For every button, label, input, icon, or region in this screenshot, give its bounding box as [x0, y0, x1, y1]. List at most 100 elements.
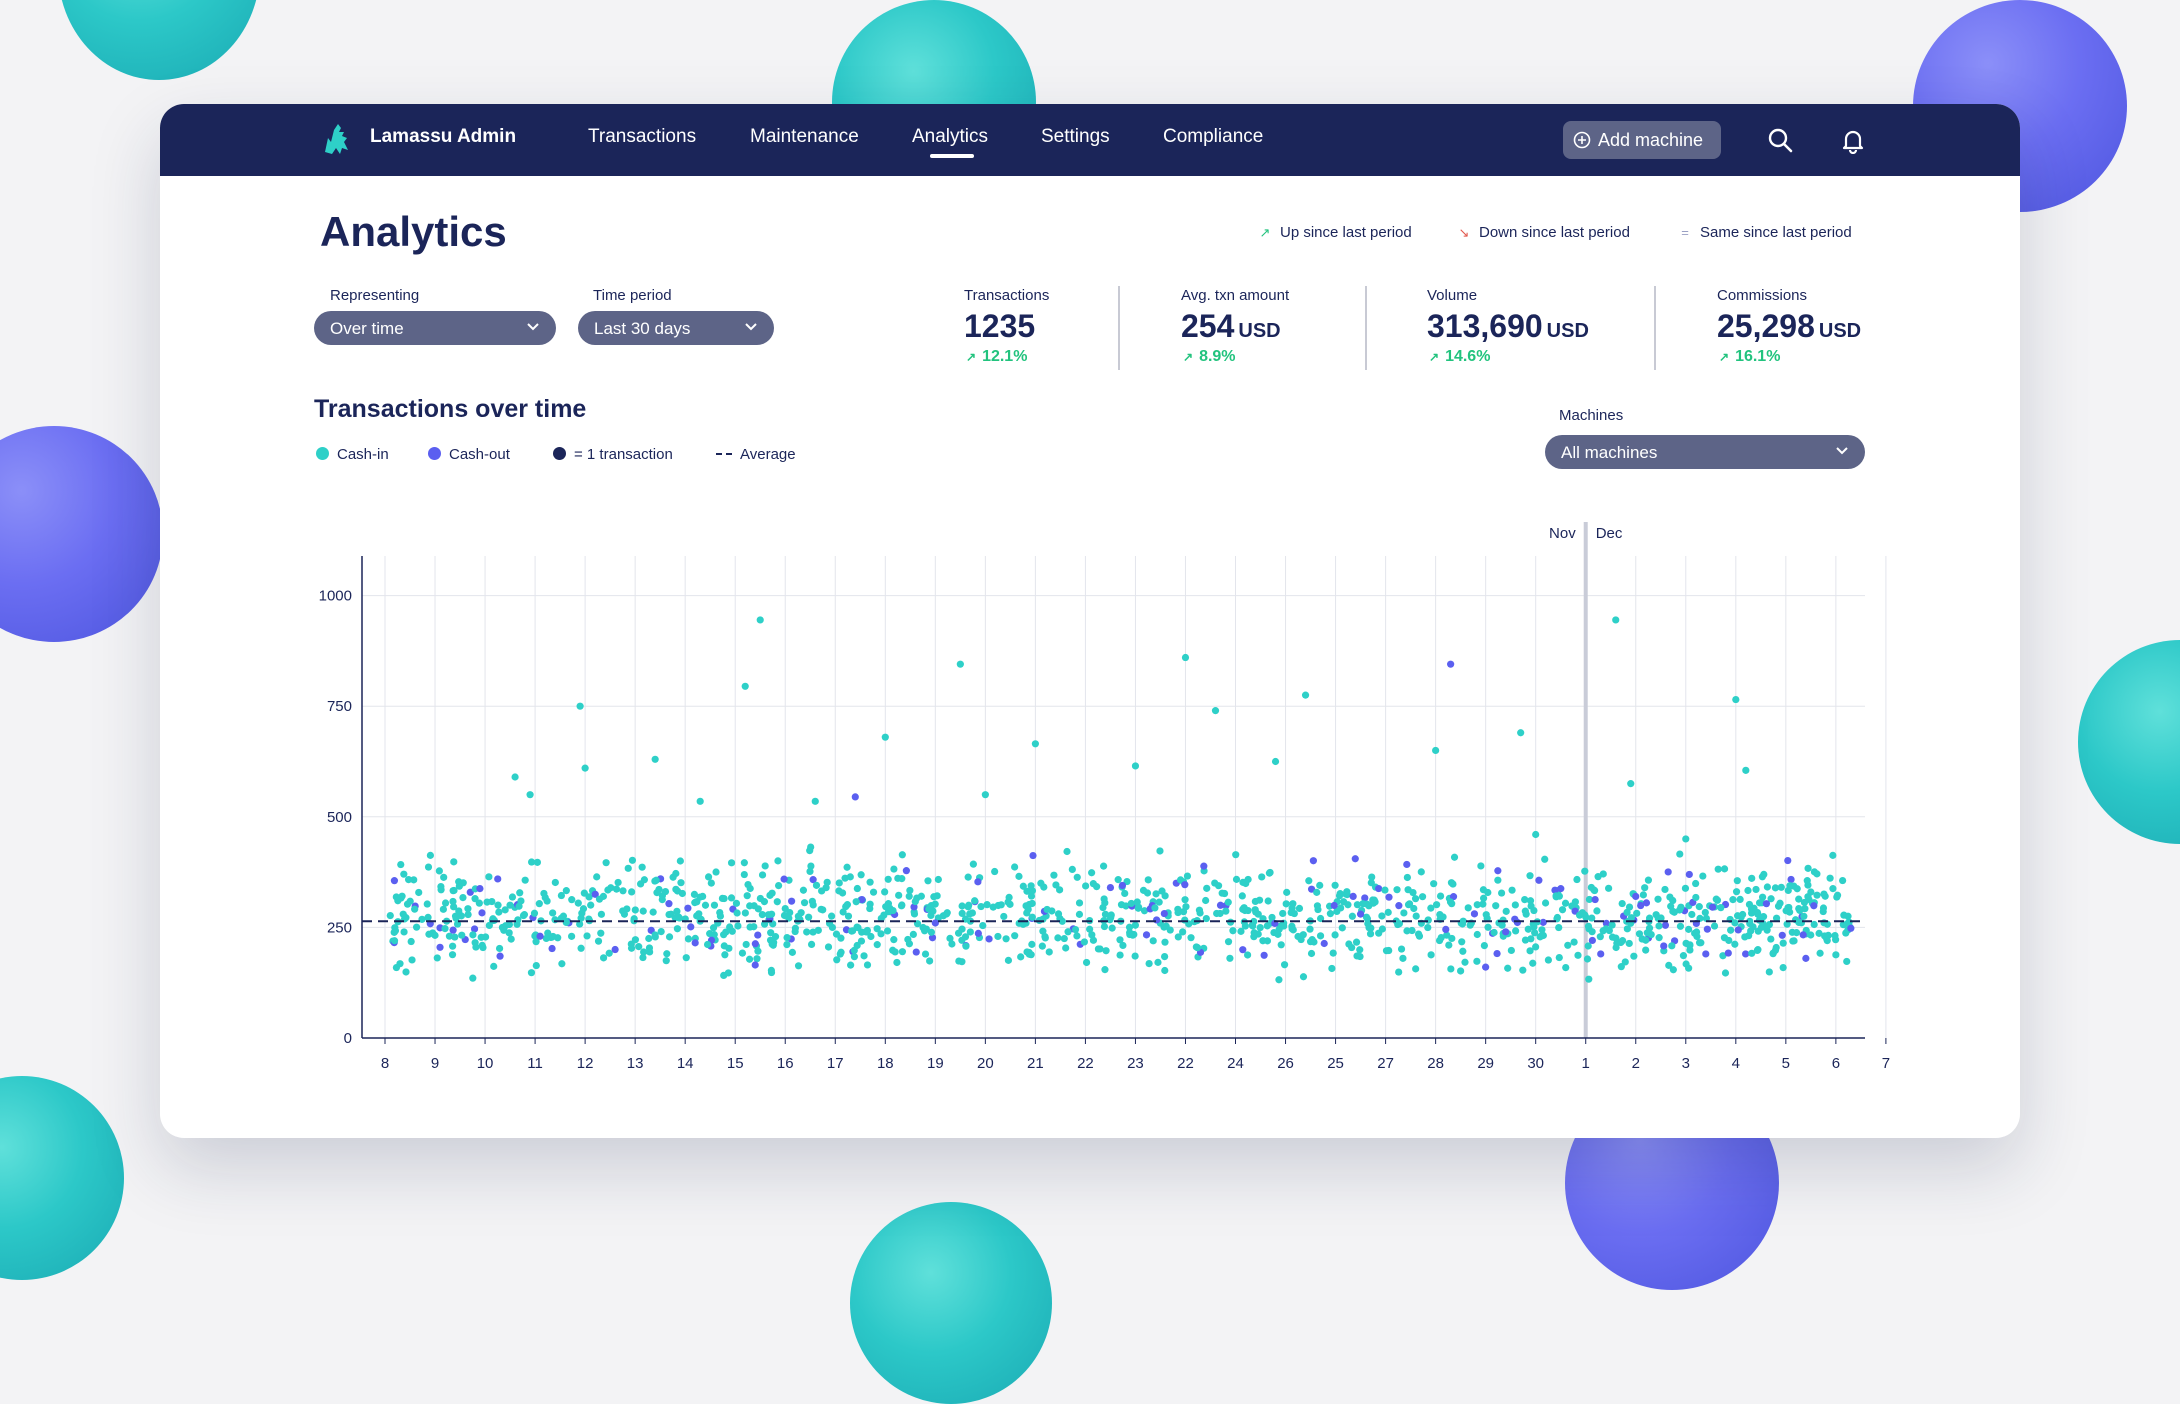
cash-in-point [410, 876, 418, 884]
cash-in-point [1290, 909, 1298, 918]
cash-in-point [1435, 936, 1444, 945]
time-period-select[interactable]: Last 30 days [578, 311, 774, 345]
cash-in-point [1039, 927, 1047, 935]
cash-out-point [1239, 946, 1247, 954]
cash-in-point [966, 928, 974, 936]
cash-in-point [943, 909, 951, 917]
cash-in-point [1695, 903, 1703, 911]
cash-in-point [1524, 925, 1532, 933]
cash-out-point [1118, 881, 1127, 890]
cash-in-point [1519, 966, 1527, 974]
decor-bubble [2078, 640, 2180, 844]
cash-out-point [754, 931, 762, 939]
cash-in-point [1538, 926, 1546, 934]
cash-out-point [1539, 918, 1547, 926]
cash-out-point [476, 884, 484, 893]
nav-item-transactions[interactable]: Transactions [588, 126, 697, 147]
cash-in-point [1792, 929, 1801, 937]
cash-in-point [753, 955, 761, 963]
cash-in-point [1116, 936, 1124, 944]
cash-in-point [1532, 943, 1540, 951]
cash-in-point [508, 893, 517, 901]
cash-in-point [1655, 922, 1663, 930]
cash-in-point [1555, 923, 1563, 932]
cash-in-point [791, 927, 799, 936]
bell-icon[interactable] [1839, 126, 1867, 154]
nav-item-settings[interactable]: Settings [1041, 126, 1110, 147]
cash-in-point [1492, 902, 1500, 910]
cash-in-point [1275, 976, 1283, 984]
cash-in-point [1041, 933, 1049, 941]
cash-out-point [1106, 883, 1115, 892]
cash-in-point [1627, 780, 1635, 788]
cash-in-point [398, 892, 406, 900]
nav-item-analytics[interactable]: Analytics [912, 126, 989, 147]
cash-in-point [1839, 876, 1847, 885]
cash-in-point [794, 912, 802, 920]
cash-in-point [807, 862, 815, 870]
cash-out-point [1632, 892, 1640, 901]
cash-in-point [1479, 900, 1487, 908]
cash-in-point [1633, 909, 1641, 917]
cash-in-point [1679, 952, 1688, 960]
machines-select[interactable]: All machines [1545, 435, 1865, 469]
y-tick-label: 1000 [319, 588, 352, 605]
cash-in-point [472, 943, 480, 951]
cash-in-point [1508, 886, 1516, 894]
cash-in-point [645, 944, 654, 952]
cash-in-point [1238, 892, 1246, 900]
top-navigation-bar: Lamassu Admin Transactions Maintenance A… [160, 104, 2020, 176]
representing-select[interactable]: Over time [314, 311, 556, 345]
cash-in-point [471, 895, 479, 903]
cash-in-point [1526, 947, 1534, 955]
cash-in-point [396, 960, 404, 968]
cash-in-point [1182, 903, 1190, 911]
cash-in-point [1736, 895, 1744, 903]
cash-in-point [1618, 899, 1626, 908]
cash-in-point [1713, 896, 1722, 904]
cash-in-point [1288, 925, 1296, 933]
cash-in-point [450, 903, 458, 911]
cash-in-point [1585, 975, 1593, 983]
cash-out-point [1029, 851, 1037, 860]
cash-in-point [704, 873, 713, 881]
cash-out-point [751, 961, 759, 969]
cash-in-point [459, 893, 467, 902]
legend-cash-out: Cash-out [428, 446, 510, 463]
cash-in-point [1265, 869, 1274, 877]
cash-in-point [1131, 952, 1139, 960]
cash-in-point [583, 932, 591, 940]
cash-in-point [542, 934, 550, 943]
arrow-up-right-icon: ↗ [1259, 225, 1271, 240]
cash-in-point [760, 898, 769, 906]
cash-in-point [917, 892, 925, 900]
cash-in-point [577, 944, 585, 952]
cash-in-point [1256, 924, 1264, 932]
cash-in-point [399, 910, 407, 918]
nav-item-compliance[interactable]: Compliance [1163, 126, 1264, 147]
cash-in-point [511, 773, 519, 781]
cash-out-point [1395, 902, 1403, 910]
cash-in-point [595, 895, 604, 903]
cash-in-point [696, 797, 704, 805]
cash-in-point [587, 901, 595, 909]
cash-in-point [1410, 904, 1418, 913]
cash-in-point [527, 858, 536, 866]
cash-in-point [847, 961, 855, 969]
cash-in-point [1585, 895, 1594, 904]
cash-in-point [1174, 933, 1182, 941]
cash-in-point [893, 958, 901, 967]
x-tick-label: 30 [1527, 1055, 1544, 1072]
cash-in-point [1130, 930, 1138, 939]
cash-in-point [1473, 901, 1481, 909]
cash-in-point [1458, 938, 1466, 946]
cash-in-point [513, 920, 521, 928]
kpi-divider [1118, 286, 1120, 370]
cash-in-point [1082, 958, 1091, 967]
cash-in-point [477, 933, 485, 941]
search-icon[interactable] [1766, 126, 1794, 154]
nav-item-maintenance[interactable]: Maintenance [750, 126, 859, 147]
cash-out-point [1320, 939, 1328, 948]
add-machine-button[interactable]: Add machine [1563, 121, 1721, 159]
